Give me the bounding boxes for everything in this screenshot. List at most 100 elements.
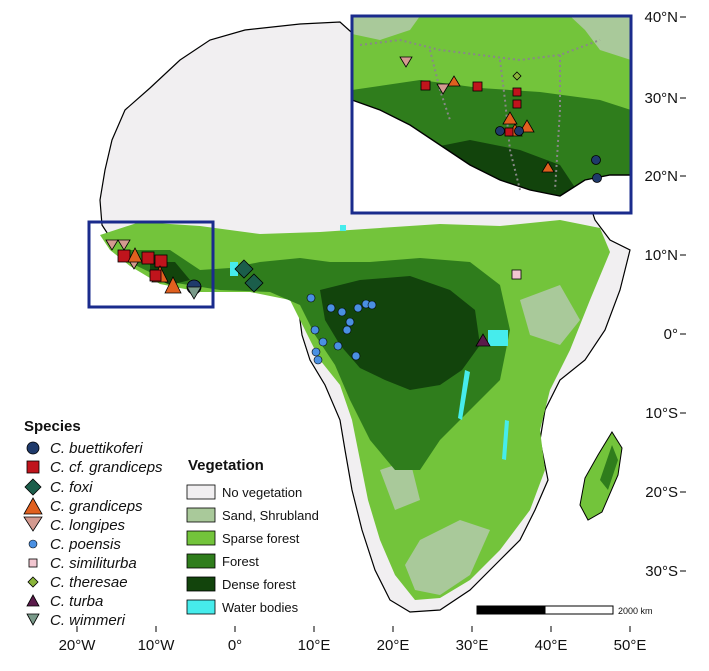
veg-swatch-forest bbox=[186, 553, 216, 569]
lake-volta bbox=[230, 262, 238, 276]
lake-chad bbox=[340, 225, 346, 231]
legend-symbol-cf-grandiceps bbox=[26, 460, 40, 474]
longitude-axis: 20°W 10°W 0° 10°E 20°E 30°E 40°E 50°E bbox=[59, 626, 646, 654]
lon-label: 30°E bbox=[456, 637, 489, 654]
inset-map bbox=[350, 14, 633, 215]
main-point-similiturba bbox=[511, 269, 522, 280]
veg-label: No vegetation bbox=[222, 485, 302, 500]
inset-point-buettikoferi bbox=[495, 126, 505, 136]
lat-label: 10°S bbox=[645, 405, 678, 422]
main-point-cf-grandiceps bbox=[149, 269, 162, 282]
inset-point-buettikoferi bbox=[514, 126, 524, 136]
legend-symbol-longipes bbox=[23, 516, 43, 532]
main-point-poensis bbox=[337, 307, 347, 317]
veg-label: Forest bbox=[222, 554, 259, 569]
legend-symbol-theresae bbox=[27, 576, 39, 588]
latitude-axis: 40°N 30°N 20°N 10°N 0° 10°S 20°S 30°S bbox=[644, 9, 686, 580]
inset-frame bbox=[350, 14, 633, 215]
scale-bar-white bbox=[544, 605, 614, 615]
main-point-turba bbox=[475, 333, 491, 347]
legend-label: C. wimmeri bbox=[50, 612, 126, 629]
inset-point-buettikoferi bbox=[591, 155, 601, 165]
lake-tanganyika bbox=[458, 370, 470, 420]
main-point-poensis bbox=[333, 341, 343, 351]
lat-label: 30°N bbox=[644, 90, 678, 107]
lat-label: 10°N bbox=[644, 247, 678, 264]
shrubland-patch bbox=[380, 460, 420, 510]
main-point-wimmeri bbox=[186, 286, 202, 300]
lon-label: 10°W bbox=[138, 637, 176, 654]
vegetation-legend-title: Vegetation bbox=[188, 457, 264, 474]
main-point-foxi bbox=[234, 259, 254, 279]
legend-symbol-turba bbox=[26, 594, 40, 607]
main-point-cf-grandiceps bbox=[154, 254, 168, 268]
veg-swatch-none bbox=[186, 484, 216, 500]
main-point-poensis bbox=[326, 303, 336, 313]
lat-label: 20°N bbox=[644, 168, 678, 185]
veg-swatch-water bbox=[186, 599, 216, 615]
species-legend: Species C. buettikoferi C. cf. grandicep… bbox=[23, 418, 163, 629]
main-point-poensis bbox=[318, 337, 328, 347]
legend-symbol-grandiceps bbox=[23, 497, 43, 515]
legend-label: C. theresae bbox=[50, 574, 128, 591]
main-point-poensis bbox=[313, 355, 323, 365]
main-point-cf-grandiceps bbox=[117, 249, 131, 263]
inset-point-cf-grandiceps bbox=[512, 99, 522, 109]
legend-label: C. foxi bbox=[50, 479, 93, 496]
inset-point-cf-grandiceps bbox=[512, 87, 522, 97]
legend-label: C. poensis bbox=[50, 536, 121, 553]
legend-label: C. similiturba bbox=[50, 555, 137, 572]
inset-shrubland bbox=[570, 16, 631, 60]
lon-label: 20°E bbox=[377, 637, 410, 654]
inset-ocean bbox=[352, 100, 631, 213]
scale-bar-label: 2000 km bbox=[618, 606, 653, 616]
inset-point-grandiceps bbox=[519, 119, 535, 133]
main-point-poensis bbox=[367, 300, 377, 310]
madagascar bbox=[579, 431, 623, 521]
veg-label: Sand, Shrubland bbox=[222, 508, 319, 523]
lat-label: 0° bbox=[664, 326, 678, 343]
inset-point-grandiceps bbox=[502, 111, 518, 125]
west-africa-frame bbox=[87, 220, 215, 309]
inset-dense-forest bbox=[420, 140, 580, 200]
legend-label: C. grandiceps bbox=[50, 498, 143, 515]
veg-swatch-sparse bbox=[186, 530, 216, 546]
main-point-poensis bbox=[353, 303, 363, 313]
vegetation-legend: Vegetation No vegetation Sand, Shrubland… bbox=[186, 457, 319, 615]
main-point-poensis bbox=[306, 293, 316, 303]
lat-label: 30°S bbox=[645, 563, 678, 580]
lon-label: 10°E bbox=[298, 637, 331, 654]
main-point-poensis bbox=[345, 317, 355, 327]
veg-swatch-sand bbox=[186, 507, 216, 523]
inset-shrubland bbox=[352, 16, 420, 40]
main-point-poensis bbox=[311, 347, 321, 357]
main-point-cf-grandiceps bbox=[141, 251, 155, 265]
lon-label: 40°E bbox=[535, 637, 568, 654]
legend-symbol-poensis bbox=[28, 539, 38, 549]
main-point-longipes bbox=[117, 239, 131, 251]
inset-point-longipes bbox=[399, 56, 413, 68]
main-point-grandiceps bbox=[164, 276, 182, 294]
legend-label: C. cf. grandiceps bbox=[50, 459, 163, 476]
legend-symbol-wimmeri bbox=[26, 613, 40, 626]
lake-malawi bbox=[502, 420, 509, 460]
lat-label: 20°S bbox=[645, 484, 678, 501]
scale-bar-black bbox=[476, 605, 546, 615]
inset-border bbox=[359, 38, 601, 191]
legend-label: C. longipes bbox=[50, 517, 126, 534]
lake-victoria bbox=[488, 330, 508, 346]
veg-label: Sparse forest bbox=[222, 531, 300, 546]
main-point-grandiceps bbox=[127, 247, 143, 263]
legend-label: C. buettikoferi bbox=[50, 440, 143, 457]
lon-label: 20°W bbox=[59, 637, 97, 654]
inset-point-grandiceps bbox=[541, 161, 555, 173]
main-point-poensis bbox=[342, 325, 352, 335]
legend-symbol-buettikoferi bbox=[26, 441, 40, 455]
madagascar-forest bbox=[600, 445, 618, 490]
inset-point-cf-grandiceps bbox=[420, 80, 431, 91]
inset-point-longipes bbox=[436, 83, 450, 95]
shrubland-patch bbox=[405, 520, 490, 595]
main-point-foxi bbox=[244, 273, 264, 293]
veg-label: Water bodies bbox=[222, 600, 299, 615]
